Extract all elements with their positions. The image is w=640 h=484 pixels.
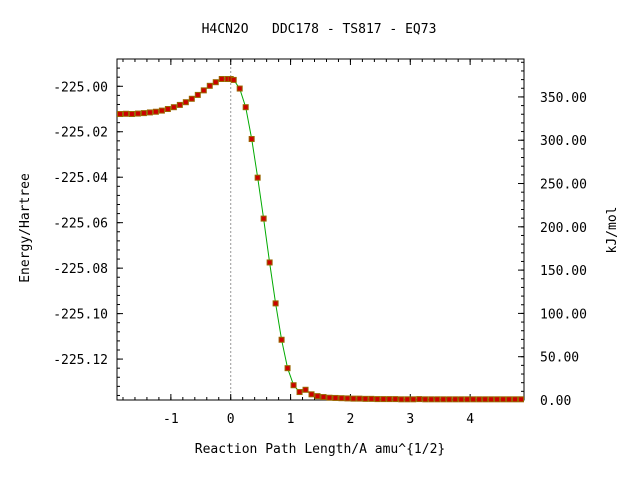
data-point — [458, 396, 465, 403]
data-point — [188, 95, 195, 102]
data-point — [248, 136, 255, 143]
data-point — [200, 87, 207, 94]
data-point — [386, 396, 393, 403]
data-point — [350, 395, 357, 402]
data-point — [116, 111, 123, 118]
data-point — [512, 396, 519, 403]
data-point — [194, 91, 201, 98]
data-point — [332, 394, 339, 401]
data-point — [278, 336, 285, 343]
y-tick-label: -225.06 — [53, 217, 108, 232]
data-point — [422, 396, 429, 403]
data-point — [356, 395, 363, 402]
y2-tick-label: 150.00 — [540, 264, 587, 279]
y-tick-label: -225.10 — [53, 308, 108, 323]
data-point — [434, 396, 441, 403]
data-point — [260, 215, 267, 222]
data-point — [230, 76, 237, 83]
data-point — [380, 396, 387, 403]
x-tick-label: -1 — [163, 412, 179, 427]
data-point — [164, 106, 171, 113]
data-point — [398, 396, 405, 403]
data-point — [374, 396, 381, 403]
data-point — [170, 104, 177, 111]
x-axis-label: Reaction Path Length/A amu^{1/2} — [195, 442, 445, 457]
data-point — [158, 107, 165, 114]
x-tick-label: 1 — [287, 412, 295, 427]
y2-tick-label: 300.00 — [540, 134, 587, 149]
data-point — [290, 382, 297, 389]
data-point — [428, 396, 435, 403]
data-point — [140, 110, 147, 117]
y2-tick-label: 50.00 — [540, 351, 579, 366]
data-point — [296, 389, 303, 396]
data-point — [308, 391, 315, 398]
data-point — [470, 396, 477, 403]
x-tick-label: 2 — [347, 412, 355, 427]
data-point — [206, 82, 213, 89]
data-point — [518, 396, 525, 403]
data-point — [314, 393, 321, 400]
data-point — [344, 395, 351, 402]
data-point — [320, 394, 327, 401]
data-point — [152, 108, 159, 115]
data-point — [236, 85, 243, 92]
data-point — [128, 111, 135, 118]
y-tick-label: -225.08 — [53, 262, 108, 277]
data-point — [266, 259, 273, 266]
y-tick-label: -225.04 — [53, 171, 108, 186]
data-point — [362, 395, 369, 402]
data-point — [476, 396, 483, 403]
plot-area: -1 0 1 2 3 4 -225.00 -225.02 -225.04 -225.06 -225.… — [53, 58, 587, 427]
plot-frame — [116, 58, 525, 401]
data-point — [464, 396, 471, 403]
x-tick-label: 3 — [406, 412, 414, 427]
y2-tick-label: 100.00 — [540, 307, 587, 322]
data-point — [212, 79, 219, 86]
y-tick-label: -225.12 — [53, 353, 108, 368]
data-point — [134, 110, 141, 117]
data-point — [482, 396, 489, 403]
series-line — [119, 78, 521, 400]
data-point — [218, 76, 225, 83]
data-point — [500, 396, 507, 403]
data-point — [404, 396, 411, 403]
data-point — [440, 396, 447, 403]
data-point — [338, 395, 345, 402]
data-point — [182, 99, 189, 106]
data-point — [488, 396, 495, 403]
data-point — [254, 174, 261, 181]
data-point — [392, 396, 399, 403]
data-point — [494, 396, 501, 403]
y-tick-label: -225.00 — [53, 80, 108, 95]
y2-tick-label: 0.00 — [540, 394, 571, 409]
y2-axis-label: kJ/mol — [605, 207, 620, 254]
y2-tick-label: 250.00 — [540, 178, 587, 193]
data-point — [272, 300, 279, 307]
data-point — [410, 396, 417, 403]
data-point — [242, 104, 249, 111]
data-point — [326, 394, 333, 401]
data-point — [452, 396, 459, 403]
data-point — [122, 110, 129, 117]
data-point — [416, 396, 423, 403]
data-point — [146, 109, 153, 116]
chart-title: H4CN2O DDC178 - TS817 - EQ73 — [202, 22, 437, 37]
data-point — [506, 396, 513, 403]
y-tick-label: -225.02 — [53, 126, 108, 141]
x-tick-label: 0 — [227, 412, 235, 427]
data-point — [176, 101, 183, 108]
data-point — [302, 386, 309, 393]
y2-tick-label: 350.00 — [540, 91, 587, 106]
data-point — [368, 395, 375, 402]
data-point — [446, 396, 453, 403]
data-point — [284, 365, 291, 372]
x-tick-label: 4 — [466, 412, 474, 427]
y2-tick-label: 200.00 — [540, 221, 587, 236]
y-axis-label: Energy/Hartree — [18, 173, 33, 283]
